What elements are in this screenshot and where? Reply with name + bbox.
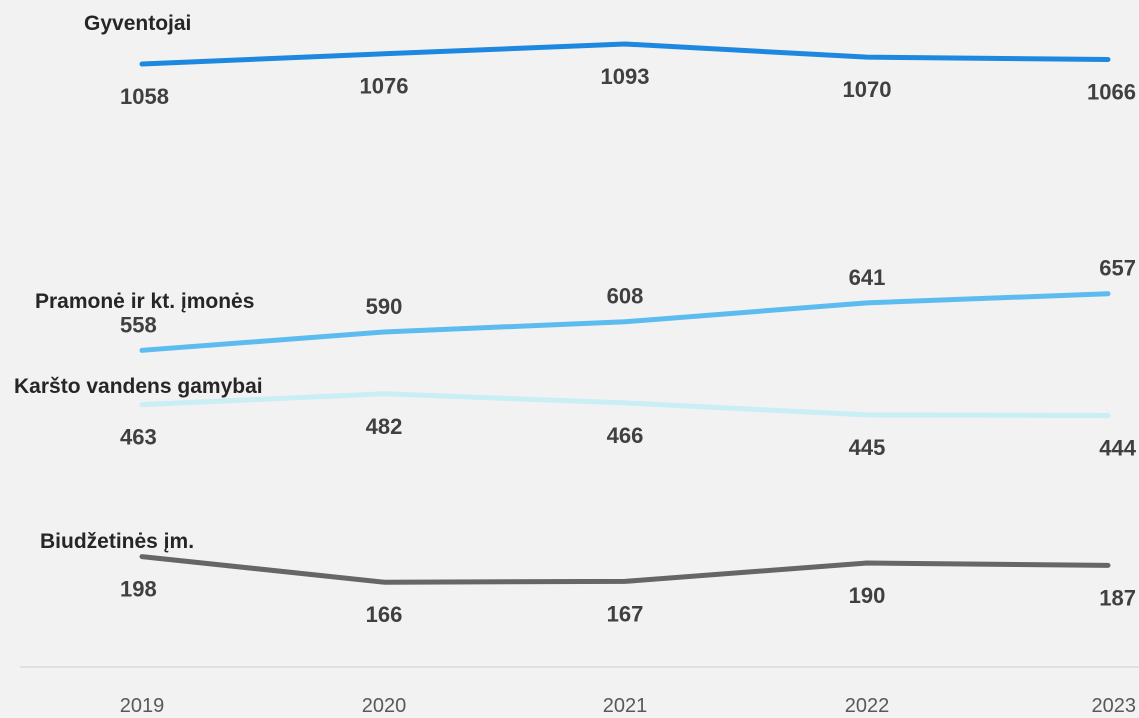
series-name-biudzetines-im: Biudžetinės įm. [40,530,194,553]
series-line-gyventojai [139,41,1111,67]
data-label-pramone-ir-kt-imones-2023: 657 [1099,256,1136,281]
data-label-pramone-ir-kt-imones-2020: 590 [366,294,403,319]
data-label-karsto-vandens-gamybai-2021: 466 [607,423,644,448]
x-tick-label-2021: 2021 [603,695,648,717]
data-label-biudzetines-im-2020: 166 [366,602,403,627]
x-tick-label-2023: 2023 [1092,695,1137,717]
data-label-biudzetines-im-2019: 198 [120,577,157,602]
data-label-karsto-vandens-gamybai-2020: 482 [366,414,403,439]
x-tick-label-2022: 2022 [845,695,890,717]
data-label-gyventojai-2022: 1070 [843,77,892,102]
series-name-pramone-ir-kt-imones: Pramonė ir kt. įmonės [35,290,254,313]
data-label-gyventojai-2019: 1058 [120,84,169,109]
x-axis-ticks: 2019 2020 2021 2022 2023 [120,695,1136,717]
data-label-pramone-ir-kt-imones-2022: 641 [849,265,886,290]
x-tick-label-2020: 2020 [362,695,407,717]
x-tick-label-2019: 2019 [120,695,165,717]
data-label-pramone-ir-kt-imones-2019: 558 [120,312,157,337]
data-label-pramone-ir-kt-imones-2021: 608 [607,284,644,309]
series-layer [139,41,1111,585]
data-label-biudzetines-im-2023: 187 [1099,585,1136,610]
series-line-karsto-vandens-gamybai [139,391,1111,418]
data-label-gyventojai-2023: 1066 [1087,79,1136,104]
label-layer: Gyventojai 1058 1076 1093 1070 1066 Pramonė ir… [14,12,1137,627]
data-label-karsto-vandens-gamybai-2023: 444 [1099,435,1136,460]
data-label-biudzetines-im-2021: 167 [607,601,644,626]
data-label-gyventojai-2020: 1076 [360,74,409,99]
series-name-gyventojai: Gyventojai [84,12,191,35]
data-label-biudzetines-im-2022: 190 [849,583,886,608]
series-line-biudzetines-im [139,554,1111,585]
series-name-karsto-vandens-gamybai: Karšto vandens gamybai [14,375,263,398]
series-line-pramone-ir-kt-imones [139,291,1111,353]
data-label-gyventojai-2021: 1093 [601,64,650,89]
data-label-karsto-vandens-gamybai-2022: 445 [849,435,886,460]
data-label-karsto-vandens-gamybai-2019: 463 [120,425,157,450]
